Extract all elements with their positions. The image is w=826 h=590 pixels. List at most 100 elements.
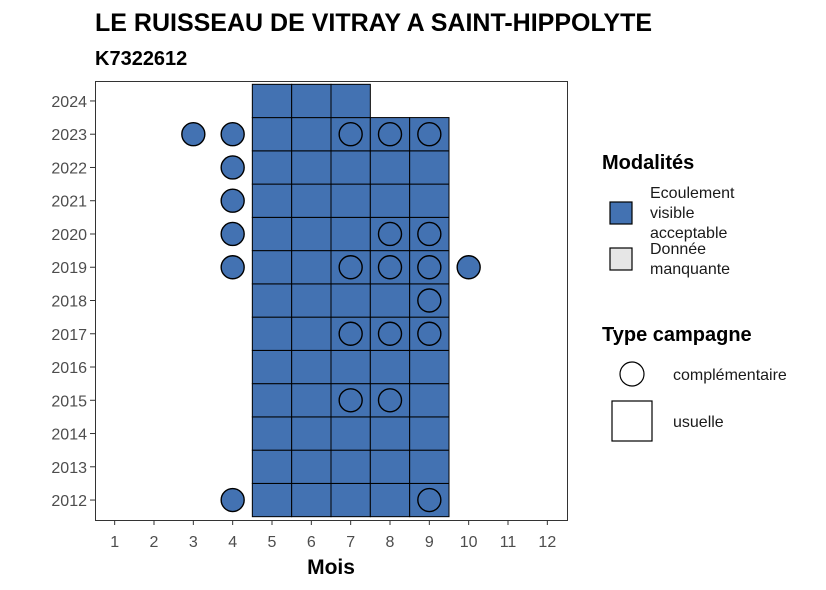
usuelle-square <box>369 283 411 318</box>
plot-panel-border <box>95 81 568 521</box>
x-tick-label: 10 <box>460 534 478 551</box>
legend-label-modalite: manquante <box>650 261 730 278</box>
complementaire-circle <box>220 122 245 147</box>
legend-key-modalite <box>609 247 633 271</box>
y-tick-label: 2013 <box>51 460 87 477</box>
complementaire-circle <box>220 255 245 280</box>
usuelle-square <box>291 383 332 418</box>
x-tick-label: 12 <box>538 534 556 551</box>
usuelle-square <box>251 316 293 351</box>
x-tick-label: 5 <box>268 534 277 551</box>
x-axis: 1 2 3 4 5 6 7 8 9 10 11 12 <box>110 520 556 551</box>
usuelle-square <box>291 349 332 385</box>
complementaire-circle <box>377 221 403 247</box>
complementaire-circle <box>417 487 442 513</box>
y-tick-label: 2019 <box>51 260 87 277</box>
y-tick-label: 2022 <box>51 160 87 177</box>
usuelle-square <box>251 83 293 119</box>
legend-label-modalite: visible <box>650 205 695 222</box>
usuelle-square <box>291 83 332 119</box>
y-tick-label: 2015 <box>51 393 87 410</box>
usuelle-square <box>330 283 371 318</box>
usuelle-squares-layer <box>251 83 450 518</box>
y-tick-label: 2014 <box>51 427 87 444</box>
usuelle-square <box>409 449 450 484</box>
usuelle-square <box>291 216 332 252</box>
usuelle-square <box>330 449 371 484</box>
usuelle-square <box>251 383 293 418</box>
x-tick-label: 11 <box>500 534 517 551</box>
y-tick-label: 2016 <box>51 360 87 377</box>
usuelle-square <box>251 117 293 152</box>
complementaire-circle <box>220 155 245 180</box>
usuelle-square <box>330 349 371 385</box>
usuelle-square <box>409 383 450 418</box>
legend-label-modalite: Ecoulement <box>650 185 735 202</box>
x-axis-title: Mois <box>307 556 355 579</box>
complementaire-circle <box>181 122 206 147</box>
y-tick-label: 2012 <box>51 493 87 510</box>
usuelle-square <box>409 349 450 385</box>
x-tick-label: 4 <box>228 534 237 551</box>
chart-title: LE RUISSEAU DE VITRAY A SAINT-HIPPOLYTE <box>95 9 652 37</box>
usuelle-square <box>251 416 293 451</box>
y-axis: 2012 2013 2014 2015 2016 2017 2018 2019 2020 2021… <box>51 94 95 510</box>
legend-title-modalites: Modalités <box>602 152 694 174</box>
complementaire-circle <box>377 255 403 280</box>
usuelle-square <box>369 183 411 218</box>
usuelle-square <box>291 283 332 318</box>
legend: Modalités Ecoulement visible acceptableDonn… <box>602 152 787 442</box>
usuelle-square <box>251 250 293 285</box>
y-tick-label: 2020 <box>51 227 87 244</box>
usuelle-square <box>330 416 371 451</box>
x-tick-label: 1 <box>110 534 119 551</box>
usuelle-square <box>369 482 411 518</box>
usuelle-square <box>291 482 332 518</box>
complementaire-circle <box>377 122 403 147</box>
usuelle-square <box>291 316 332 351</box>
usuelle-square <box>369 150 411 185</box>
usuelle-square <box>251 150 293 185</box>
usuelle-square <box>251 349 293 385</box>
complementaire-circle <box>338 255 363 280</box>
complementaire-circle <box>220 188 245 213</box>
usuelle-square <box>369 416 411 451</box>
usuelle-square <box>409 150 450 185</box>
usuelle-square <box>369 349 411 385</box>
x-tick-label: 8 <box>386 534 395 551</box>
usuelle-square <box>291 183 332 218</box>
usuelle-square <box>330 216 371 252</box>
x-tick-label: 2 <box>150 534 159 551</box>
legend-label-modalite: acceptable <box>650 225 727 242</box>
usuelle-square <box>409 416 450 451</box>
usuelle-square <box>291 250 332 285</box>
legend-title-type-campagne: Type campagne <box>602 324 752 346</box>
legend-key-circle <box>619 361 645 387</box>
legend-label-type: usuelle <box>673 414 724 431</box>
usuelle-square <box>251 449 293 484</box>
complementaire-circles-layer <box>181 122 481 513</box>
usuelle-square <box>291 449 332 484</box>
legend-key-square <box>611 400 653 442</box>
y-tick-label: 2021 <box>51 194 87 211</box>
usuelle-square <box>330 83 371 119</box>
complementaire-circle <box>377 321 403 346</box>
chart-subtitle: K7322612 <box>95 48 187 70</box>
usuelle-square <box>291 416 332 451</box>
x-tick-label: 7 <box>346 534 355 551</box>
complementaire-circle <box>220 487 245 513</box>
y-tick-label: 2024 <box>51 94 87 111</box>
usuelle-square <box>330 183 371 218</box>
complementaire-circle <box>220 221 245 247</box>
complementaire-circle <box>338 122 363 147</box>
x-tick-label: 3 <box>189 534 198 551</box>
usuelle-square <box>251 216 293 252</box>
usuelle-square <box>251 283 293 318</box>
complementaire-circle <box>417 255 442 280</box>
complementaire-circle <box>456 255 481 280</box>
complementaire-circle <box>338 321 363 346</box>
complementaire-circle <box>417 288 442 313</box>
y-tick-label: 2017 <box>51 327 87 344</box>
usuelle-square <box>330 482 371 518</box>
